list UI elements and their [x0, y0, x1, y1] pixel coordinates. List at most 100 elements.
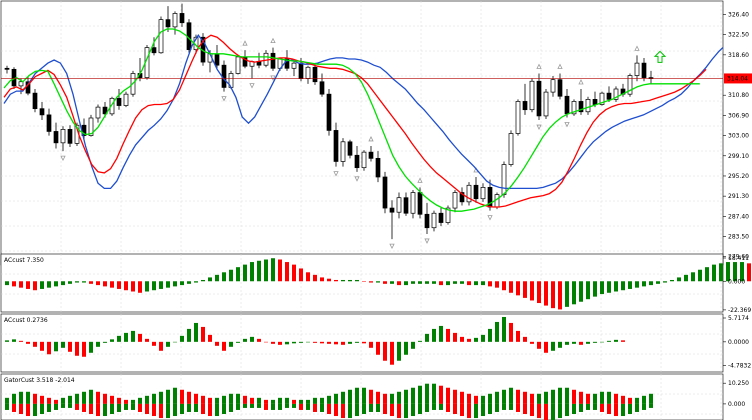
gator-upper-bar: [523, 391, 527, 404]
gator-upper-bar: [509, 387, 513, 404]
candle[interactable]: [536, 80, 542, 117]
candle[interactable]: [270, 52, 276, 69]
candle[interactable]: [606, 92, 612, 100]
candle[interactable]: [123, 93, 129, 106]
candle[interactable]: [515, 101, 521, 134]
candle[interactable]: [368, 151, 374, 159]
histogram-bar: [110, 339, 114, 342]
candle[interactable]: [501, 164, 507, 195]
candle[interactable]: [578, 101, 584, 113]
candle[interactable]: [172, 13, 178, 28]
candle[interactable]: [291, 62, 297, 69]
histogram-bar: [523, 281, 527, 298]
gator-upper-bar: [152, 393, 156, 404]
candle[interactable]: [396, 197, 402, 213]
candle[interactable]: [613, 88, 619, 100]
gator-lower-bar: [54, 403, 58, 410]
gator-upper-bar: [222, 395, 226, 404]
gator-lower-bar: [460, 403, 464, 417]
gator-lower-bar: [159, 403, 163, 419]
gator-lower-bar: [306, 403, 310, 410]
candle[interactable]: [67, 129, 73, 144]
candle[interactable]: [361, 151, 367, 169]
candle[interactable]: [158, 19, 164, 54]
candle[interactable]: [410, 192, 416, 214]
candle[interactable]: [312, 66, 318, 83]
candle[interactable]: [46, 114, 52, 132]
candle[interactable]: [585, 99, 591, 113]
gator-upper-bar: [467, 393, 471, 404]
candle[interactable]: [109, 97, 115, 115]
candle[interactable]: [543, 91, 549, 117]
candle[interactable]: [375, 158, 381, 178]
gator-upper-bar: [47, 397, 51, 404]
histogram-bar: [26, 341, 30, 344]
candle[interactable]: [95, 106, 101, 119]
gator-lower-bar: [628, 403, 632, 414]
candle[interactable]: [4, 67, 10, 70]
price-panel[interactable]: 326.40 322.50 318.60 310.80 306.90 303.00 299.…: [0, 0, 752, 266]
candle[interactable]: [599, 92, 605, 105]
candle[interactable]: [634, 62, 640, 76]
gator-oscillator-panel[interactable]: GatorCust 3.518 -2.014 10.250 0.000: [0, 373, 749, 420]
candle[interactable]: [354, 154, 360, 169]
candle[interactable]: [333, 130, 339, 162]
candle[interactable]: [571, 101, 577, 115]
candle[interactable]: [60, 129, 66, 144]
candle[interactable]: [382, 176, 388, 209]
gator-lower-bar: [558, 403, 562, 419]
candle[interactable]: [214, 53, 220, 66]
candle[interactable]: [550, 79, 556, 93]
candle[interactable]: [459, 192, 465, 203]
candle[interactable]: [319, 81, 325, 95]
candle[interactable]: [522, 101, 528, 111]
candle[interactable]: [508, 133, 514, 165]
candle[interactable]: [298, 62, 304, 79]
gator-upper-bar: [579, 391, 583, 404]
candle[interactable]: [53, 131, 59, 144]
candle[interactable]: [389, 207, 395, 213]
y-tick-label: 18.411: [728, 255, 749, 262]
gator-upper-bar: [614, 393, 618, 404]
candle[interactable]: [88, 117, 94, 136]
candle[interactable]: [466, 184, 472, 203]
candle[interactable]: [102, 106, 108, 115]
histogram-bar: [516, 281, 520, 296]
candle[interactable]: [557, 79, 563, 97]
candle[interactable]: [417, 192, 423, 215]
candle[interactable]: [151, 47, 157, 54]
candle[interactable]: [480, 187, 486, 200]
candle[interactable]: [473, 184, 479, 200]
candle[interactable]: [347, 141, 353, 156]
candle[interactable]: [529, 80, 535, 111]
histogram-bar: [194, 322, 198, 342]
ac-oscillator-panel[interactable]: ACcust 7.350 18.411 0.000 -22.369: [0, 253, 752, 314]
candle[interactable]: [431, 212, 437, 229]
candle[interactable]: [305, 66, 311, 79]
ac-oscillator-2-panel[interactable]: ACcust 0.2736 5.7174 0.0000 -4.7832: [0, 313, 751, 373]
candle[interactable]: [32, 92, 38, 110]
candle[interactable]: [627, 75, 633, 95]
gator-upper-bar: [40, 395, 44, 404]
candle[interactable]: [179, 13, 185, 24]
candle[interactable]: [284, 58, 290, 69]
candle[interactable]: [564, 95, 570, 115]
candle[interactable]: [424, 213, 430, 229]
candle[interactable]: [263, 52, 269, 66]
gator-upper-bar: [75, 393, 79, 404]
candle[interactable]: [438, 212, 444, 223]
candle[interactable]: [18, 81, 24, 87]
candle[interactable]: [326, 93, 332, 131]
candle[interactable]: [116, 97, 122, 106]
candle[interactable]: [641, 62, 647, 78]
candle[interactable]: [235, 56, 241, 74]
histogram-bar: [544, 341, 548, 353]
candle[interactable]: [403, 197, 409, 214]
candle[interactable]: [445, 207, 451, 223]
candle[interactable]: [165, 19, 171, 28]
candle[interactable]: [340, 141, 346, 162]
candle[interactable]: [452, 192, 458, 209]
candle[interactable]: [592, 99, 598, 105]
candle[interactable]: [39, 108, 45, 116]
